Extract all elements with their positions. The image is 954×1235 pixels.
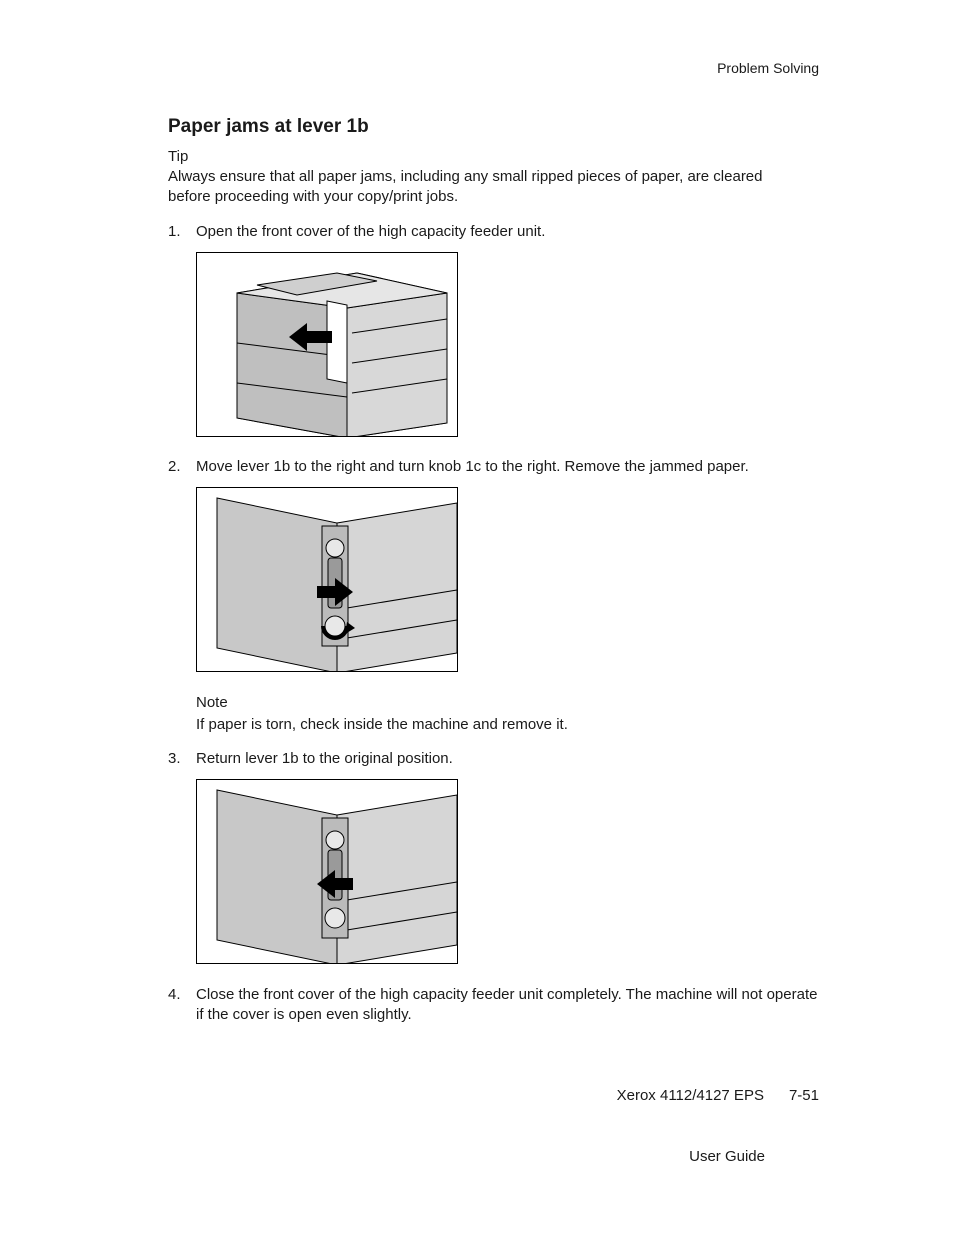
steps-list: Open the front cover of the high capacit… bbox=[168, 222, 819, 1026]
step-1: Open the front cover of the high capacit… bbox=[168, 222, 819, 444]
footer-doc-title: User Guide bbox=[689, 1148, 765, 1165]
section-title: Paper jams at lever 1b bbox=[168, 116, 819, 138]
step-text: Close the front cover of the high capaci… bbox=[196, 986, 817, 1023]
step-4: Close the front cover of the high capaci… bbox=[168, 985, 819, 1026]
printer-open-cover-illustration bbox=[196, 252, 458, 437]
step-2: Move lever 1b to the right and turn knob… bbox=[168, 457, 819, 735]
running-head: Problem Solving bbox=[168, 60, 819, 76]
footer-page-number: 7-51 bbox=[789, 1087, 819, 1104]
lever-return-illustration bbox=[196, 779, 458, 964]
note-label: Note bbox=[196, 693, 819, 713]
footer-product: Xerox 4112/4127 EPS bbox=[617, 1087, 764, 1104]
step-text: Return lever 1b to the original position… bbox=[196, 750, 453, 767]
step-1-figure bbox=[196, 252, 819, 443]
page-footer: Xerox 4112/4127 EPS 7-51 User Guide bbox=[168, 1066, 819, 1188]
step-text: Move lever 1b to the right and turn knob… bbox=[196, 458, 749, 475]
page-content: Problem Solving Paper jams at lever 1b T… bbox=[0, 0, 954, 1025]
lever-knob-illustration bbox=[196, 487, 458, 672]
step-3-figure bbox=[196, 779, 819, 970]
note-body: If paper is torn, check inside the machi… bbox=[196, 715, 819, 735]
step-2-figure bbox=[196, 487, 819, 678]
tip-label: Tip bbox=[168, 148, 819, 165]
step-text: Open the front cover of the high capacit… bbox=[196, 223, 545, 240]
tip-body: Always ensure that all paper jams, inclu… bbox=[168, 167, 808, 208]
step-3: Return lever 1b to the original position… bbox=[168, 749, 819, 971]
